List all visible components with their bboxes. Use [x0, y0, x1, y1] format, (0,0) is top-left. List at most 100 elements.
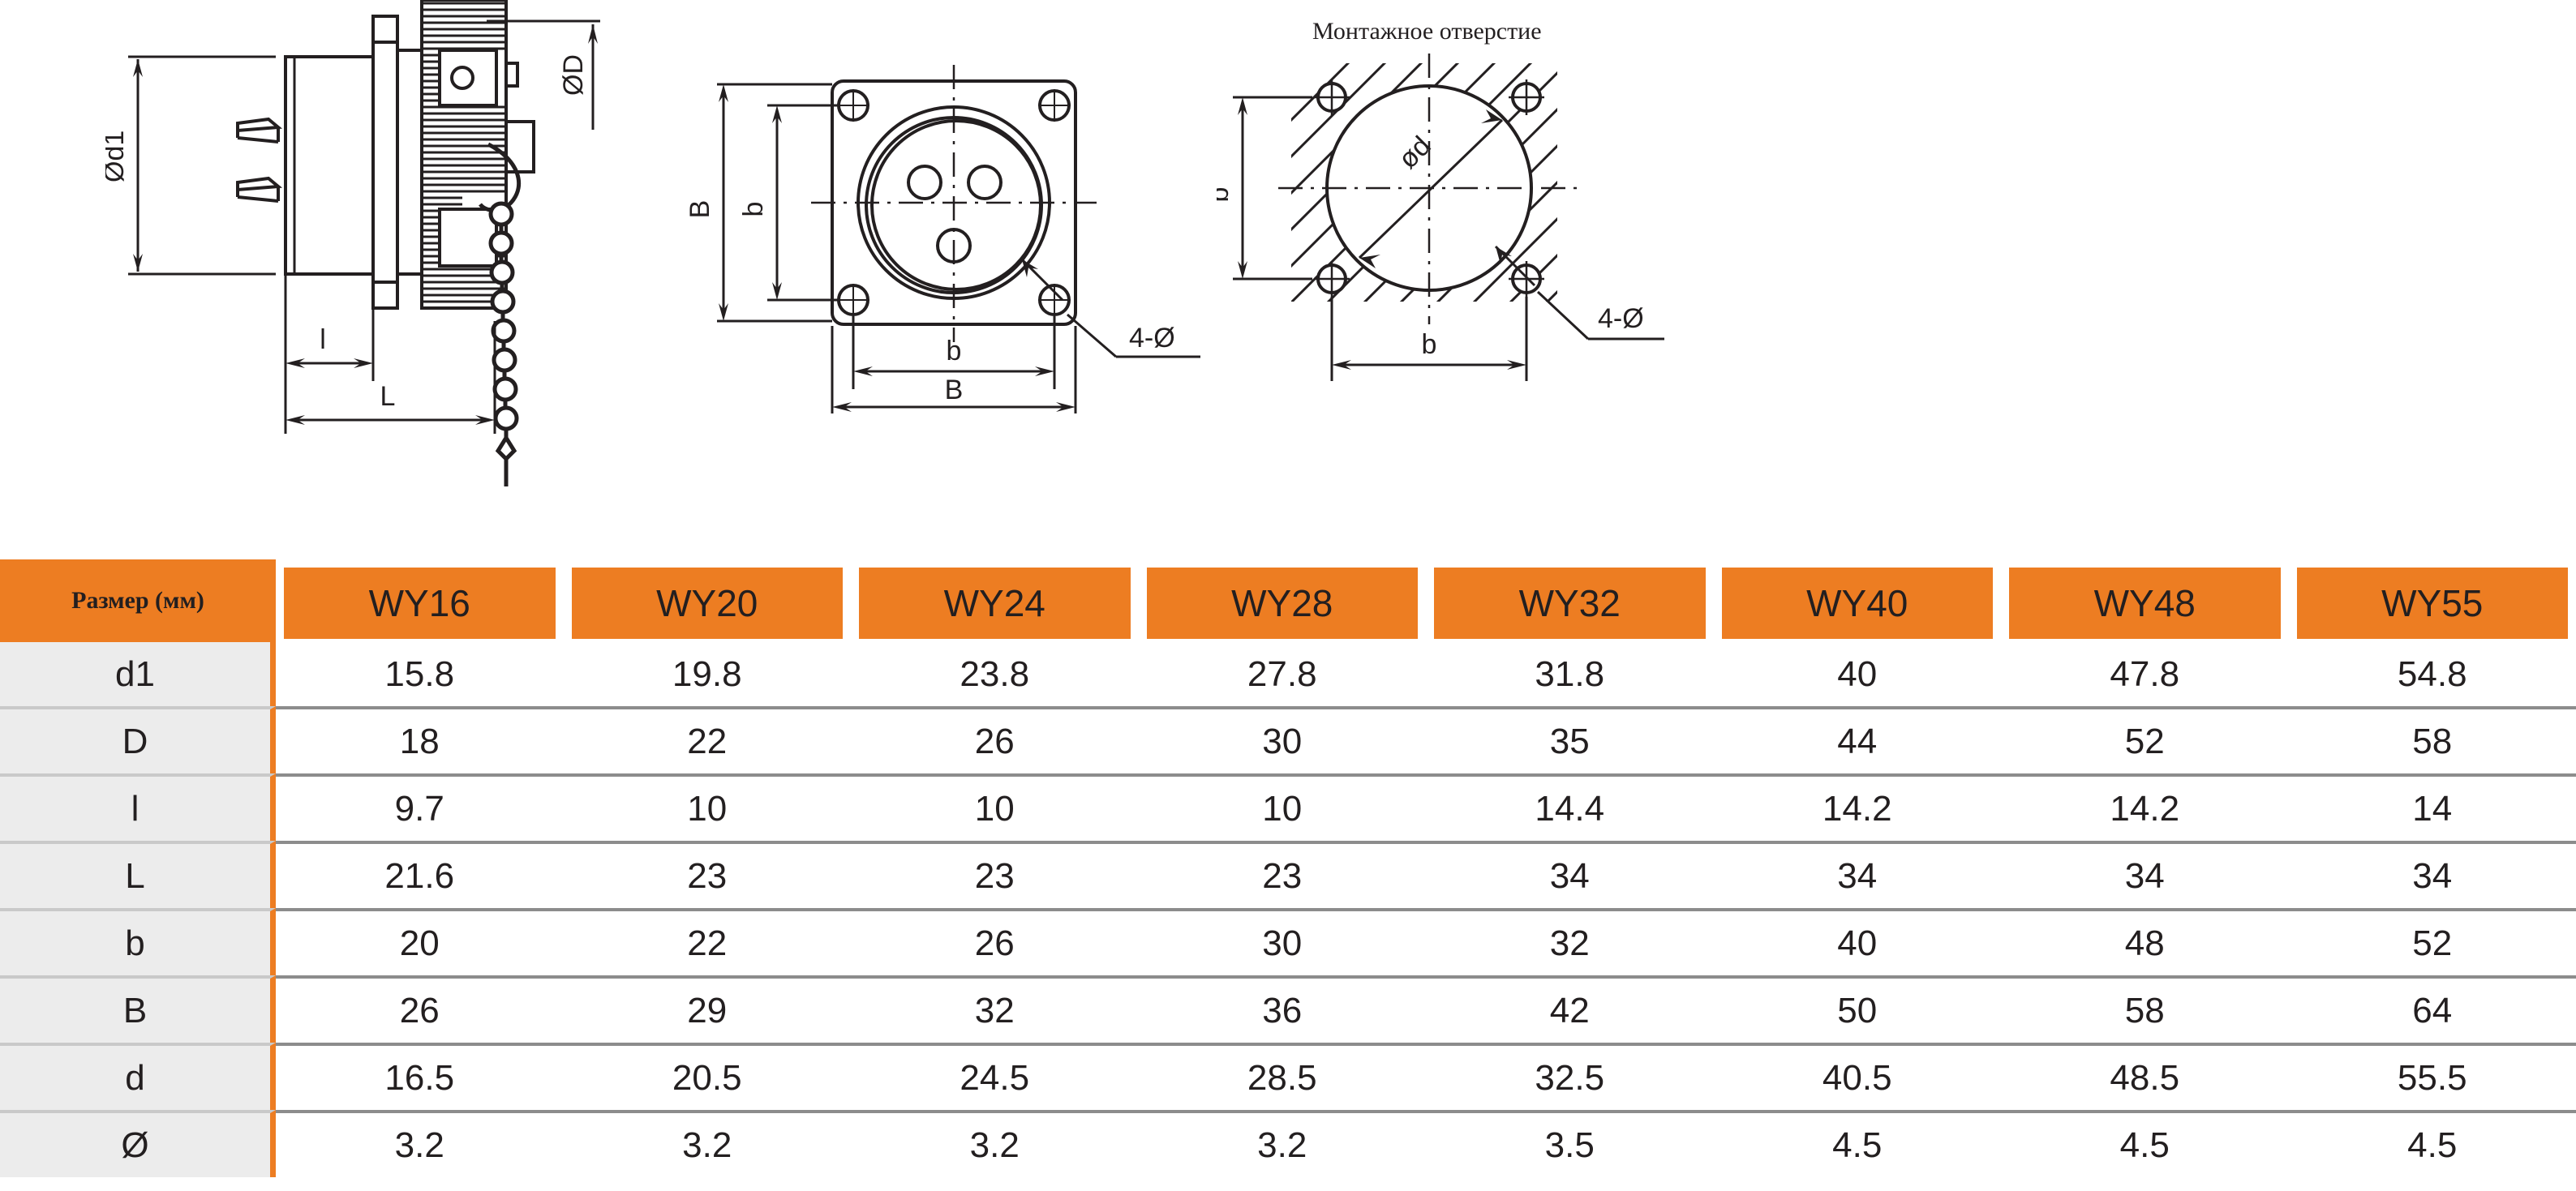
cell-d-wy48: 48.5	[2001, 1043, 2289, 1110]
cell-D-wy28: 30	[1138, 706, 1426, 773]
table-row: b 20 22 26 30 32 40 48 52	[0, 908, 2576, 975]
dim-label-diameter-d: ød	[1393, 131, 1437, 175]
header-col-wy40: WY40	[1713, 559, 2001, 642]
cell-B-wy55: 64	[2288, 975, 2576, 1043]
cell-d-wy20: 20.5	[563, 1043, 851, 1110]
side-view-drawing: ØD Ød1 l L	[105, 0, 600, 486]
table-row: d 16.5 20.5 24.5 28.5 32.5 40.5 48.5 55.…	[0, 1043, 2576, 1110]
dim-label-width-B2: B	[945, 375, 964, 405]
cell-l-wy24: 10	[851, 773, 1139, 841]
cell-D-wy24: 26	[851, 706, 1139, 773]
cell-L-wy28: 23	[1138, 841, 1426, 908]
dim-label-width-b: b	[947, 336, 962, 366]
header-col-wy48: WY48	[2001, 559, 2289, 642]
cell-B-wy28: 36	[1138, 975, 1426, 1043]
cell-B-wy16: 26	[276, 975, 564, 1043]
cell-D-wy32: 35	[1426, 706, 1714, 773]
technical-drawings-panel: ØD Ød1 l L	[0, 0, 2576, 559]
dim-label-diameter-D: ØD	[558, 54, 589, 96]
cell-diameter-wy32: 3.5	[1426, 1110, 1714, 1177]
header-col-wy24: WY24	[851, 559, 1139, 642]
dim-label-cutout-width-b: b	[1422, 329, 1437, 360]
cell-diameter-wy40: 4.5	[1713, 1110, 2001, 1177]
cell-b-wy16: 20	[276, 908, 564, 975]
table-body: d1 15.8 19.8 23.8 27.8 31.8 40 47.8 54.8…	[0, 642, 2576, 1177]
cell-l-wy40: 14.2	[1713, 773, 2001, 841]
cell-B-wy48: 58	[2001, 975, 2289, 1043]
dim-label-height-b: b	[738, 202, 769, 217]
dimension-spec-table-wrapper: Размер (мм) WY16 WY20 WY24 WY28 WY32 WY4…	[0, 559, 2576, 1191]
cell-b-wy48: 48	[2001, 908, 2289, 975]
row-label-b: b	[0, 908, 276, 975]
cell-b-wy40: 40	[1713, 908, 2001, 975]
cell-d1-wy40: 40	[1713, 642, 2001, 706]
cell-L-wy55: 34	[2288, 841, 2576, 908]
panel-cutout-drawing: Монтажное отверстие	[1217, 18, 1664, 381]
row-label-d1: d1	[0, 642, 276, 706]
cell-l-wy48: 14.2	[2001, 773, 2289, 841]
header-col-wy16: WY16	[276, 559, 564, 642]
header-col-wy20: WY20	[563, 559, 851, 642]
cell-d1-wy24: 23.8	[851, 642, 1139, 706]
cell-D-wy20: 22	[563, 706, 851, 773]
cell-d1-wy28: 27.8	[1138, 642, 1426, 706]
cell-l-wy28: 10	[1138, 773, 1426, 841]
cell-L-wy24: 23	[851, 841, 1139, 908]
cell-l-wy16: 9.7	[276, 773, 564, 841]
cell-diameter-wy28: 3.2	[1138, 1110, 1426, 1177]
dim-label-cutout-height-b: b	[1217, 187, 1234, 203]
row-label-d: d	[0, 1043, 276, 1110]
dim-label-height-B: B	[685, 200, 715, 219]
cell-d1-wy48: 47.8	[2001, 642, 2289, 706]
table-row: l 9.7 10 10 10 14.4 14.2 14.2 14	[0, 773, 2576, 841]
cell-l-wy55: 14	[2288, 773, 2576, 841]
cell-d-wy32: 32.5	[1426, 1043, 1714, 1110]
row-label-B: B	[0, 975, 276, 1043]
cell-d-wy28: 28.5	[1138, 1043, 1426, 1110]
cell-B-wy24: 32	[851, 975, 1139, 1043]
table-row: L 21.6 23 23 23 34 34 34 34	[0, 841, 2576, 908]
dim-label-length-L: L	[380, 381, 396, 412]
dim-label-diameter-d1: Ød1	[105, 131, 130, 182]
cell-d-wy55: 55.5	[2288, 1043, 2576, 1110]
cell-d-wy40: 40.5	[1713, 1043, 2001, 1110]
row-label-l: l	[0, 773, 276, 841]
cell-B-wy32: 42	[1426, 975, 1714, 1043]
cell-D-wy40: 44	[1713, 706, 2001, 773]
cell-diameter-wy24: 3.2	[851, 1110, 1139, 1177]
cell-diameter-wy55: 4.5	[2288, 1110, 2576, 1177]
dimension-spec-table: Размер (мм) WY16 WY20 WY24 WY28 WY32 WY4…	[0, 559, 2576, 1177]
cell-d1-wy32: 31.8	[1426, 642, 1714, 706]
row-label-D: D	[0, 706, 276, 773]
table-header-row: Размер (мм) WY16 WY20 WY24 WY28 WY32 WY4…	[0, 559, 2576, 642]
table-row: B 26 29 32 36 42 50 58 64	[0, 975, 2576, 1043]
cell-b-wy55: 52	[2288, 908, 2576, 975]
cell-d-wy16: 16.5	[276, 1043, 564, 1110]
cell-diameter-wy48: 4.5	[2001, 1110, 2289, 1177]
cell-d-wy24: 24.5	[851, 1043, 1139, 1110]
cell-D-wy48: 52	[2001, 706, 2289, 773]
dim-label-holes-callout: 4-Ø	[1129, 323, 1175, 353]
table-row: Ø 3.2 3.2 3.2 3.2 3.5 4.5 4.5 4.5	[0, 1110, 2576, 1177]
cell-l-wy20: 10	[563, 773, 851, 841]
panel-cutout-title: Монтажное отверстие	[1312, 18, 1542, 45]
row-label-L: L	[0, 841, 276, 908]
header-col-wy32: WY32	[1426, 559, 1714, 642]
cell-l-wy32: 14.4	[1426, 773, 1714, 841]
header-size-mm: Размер (мм)	[0, 559, 276, 642]
cell-L-wy40: 34	[1713, 841, 2001, 908]
cell-b-wy32: 32	[1426, 908, 1714, 975]
header-col-wy55: WY55	[2288, 559, 2576, 642]
table-row: d1 15.8 19.8 23.8 27.8 31.8 40 47.8 54.8	[0, 642, 2576, 706]
front-view-drawing: B b b B	[685, 65, 1200, 413]
cell-diameter-wy20: 3.2	[563, 1110, 851, 1177]
cell-L-wy32: 34	[1426, 841, 1714, 908]
cell-B-wy40: 50	[1713, 975, 2001, 1043]
cell-B-wy20: 29	[563, 975, 851, 1043]
table-head: Размер (мм) WY16 WY20 WY24 WY28 WY32 WY4…	[0, 559, 2576, 642]
table-row: D 18 22 26 30 35 44 52 58	[0, 706, 2576, 773]
cell-d1-wy16: 15.8	[276, 642, 564, 706]
cell-L-wy20: 23	[563, 841, 851, 908]
row-label-diameter: Ø	[0, 1110, 276, 1177]
cell-D-wy55: 58	[2288, 706, 2576, 773]
